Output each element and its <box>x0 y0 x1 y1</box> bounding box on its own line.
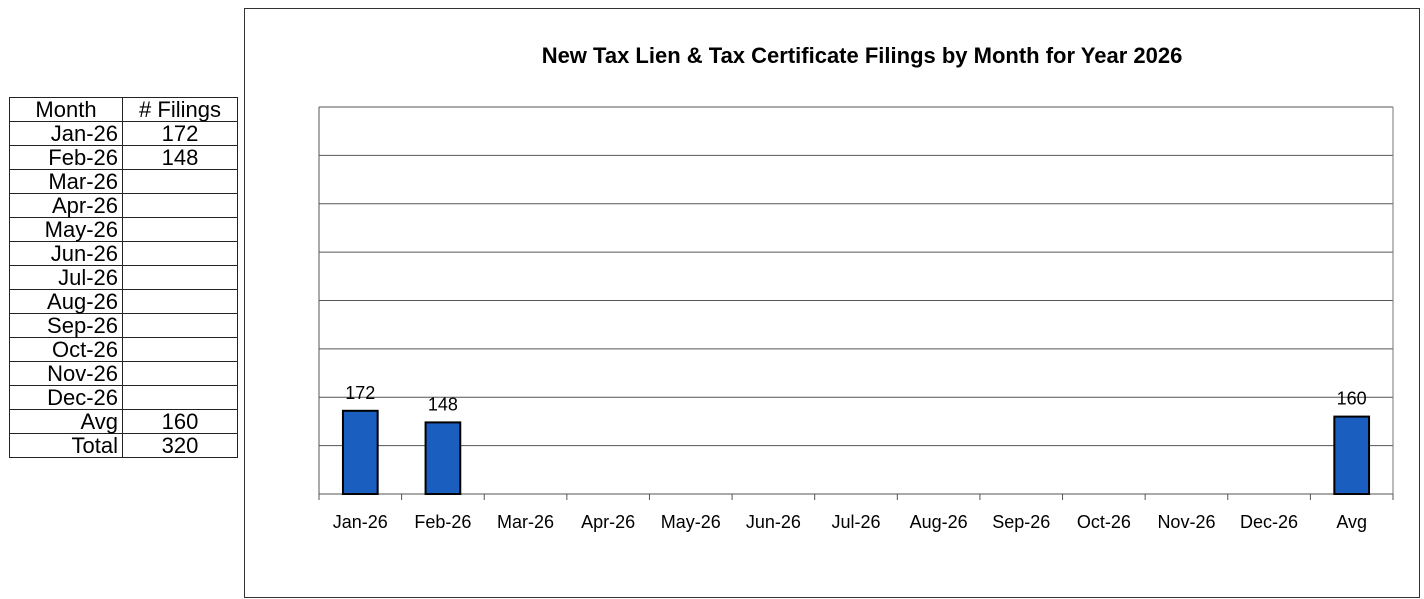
cell-month: Sep-26 <box>9 313 123 338</box>
x-tick-label: Aug-26 <box>910 512 968 532</box>
cell-month: Jun-26 <box>9 241 123 266</box>
cell-month: May-26 <box>9 217 123 242</box>
filings-table: Month # Filings Jan-26 172 Feb-26 148 Mar-26… <box>9 97 238 458</box>
cell-month: Feb-26 <box>9 145 123 170</box>
x-tick-label: Jun-26 <box>746 512 801 532</box>
cell-filings <box>122 289 238 314</box>
cell-month: Jan-26 <box>9 121 123 146</box>
x-tick-label: Avg <box>1336 512 1367 532</box>
x-tick-label: Apr-26 <box>581 512 635 532</box>
bar <box>1333 415 1371 496</box>
cell-filings <box>122 337 238 362</box>
cell-month: Aug-26 <box>9 289 123 314</box>
cell-filings <box>122 169 238 194</box>
table-row: Aug-26 <box>9 289 238 314</box>
cell-month: Jul-26 <box>9 265 123 290</box>
data-label: 160 <box>1337 389 1367 409</box>
header-month: Month <box>9 97 123 122</box>
table-row: Mar-26 <box>9 169 238 194</box>
x-tick-label: Jul-26 <box>831 512 880 532</box>
table-row: Avg 160 <box>9 409 238 434</box>
cell-filings <box>122 313 238 338</box>
table-row: Jul-26 <box>9 265 238 290</box>
cell-filings <box>122 361 238 386</box>
cell-filings <box>122 385 238 410</box>
bar <box>341 409 379 496</box>
bar-chart: Jan-26 172 Feb-26 148 Mar-26 Apr-26 May-26 Jun-… <box>318 106 1394 532</box>
table-row: Apr-26 <box>9 193 238 218</box>
cell-filings: 148 <box>122 145 238 170</box>
table-row: Jun-26 <box>9 241 238 266</box>
table-row: May-26 <box>9 217 238 242</box>
cell-month: Nov-26 <box>9 361 123 386</box>
header-filings: # Filings <box>122 97 238 122</box>
table-row: Sep-26 <box>9 313 238 338</box>
cell-month: Apr-26 <box>9 193 123 218</box>
x-tick-label: Jan-26 <box>333 512 388 532</box>
table-row: Feb-26 148 <box>9 145 238 170</box>
x-tick-label: Feb-26 <box>414 512 471 532</box>
table-row: Nov-26 <box>9 361 238 386</box>
table-row: Dec-26 <box>9 385 238 410</box>
cell-filings <box>122 265 238 290</box>
bar <box>424 421 462 495</box>
chart-frame: New Tax Lien & Tax Certificate Filings b… <box>244 8 1420 598</box>
cell-filings: 172 <box>122 121 238 146</box>
x-tick-label: Nov-26 <box>1157 512 1215 532</box>
x-tick-label: Mar-26 <box>497 512 554 532</box>
cell-month: Dec-26 <box>9 385 123 410</box>
table-header-row: Month # Filings <box>9 97 238 122</box>
table-row: Total 320 <box>9 433 238 458</box>
x-tick-label: Dec-26 <box>1240 512 1298 532</box>
x-tick-label: Sep-26 <box>992 512 1050 532</box>
table-row: Oct-26 <box>9 337 238 362</box>
cell-filings <box>122 241 238 266</box>
cell-month: Mar-26 <box>9 169 123 194</box>
cell-filings: 160 <box>122 409 238 434</box>
cell-filings <box>122 193 238 218</box>
x-tick-label: May-26 <box>661 512 721 532</box>
data-label: 148 <box>428 394 458 414</box>
cell-filings: 320 <box>122 433 238 458</box>
cell-filings <box>122 217 238 242</box>
cell-month: Avg <box>9 409 123 434</box>
cell-month: Oct-26 <box>9 337 123 362</box>
chart-title: New Tax Lien & Tax Certificate Filings b… <box>541 43 1183 68</box>
x-tick-label: Oct-26 <box>1077 512 1131 532</box>
cell-month: Total <box>9 433 123 458</box>
table-row: Jan-26 172 <box>9 121 238 146</box>
data-label: 172 <box>345 383 375 403</box>
